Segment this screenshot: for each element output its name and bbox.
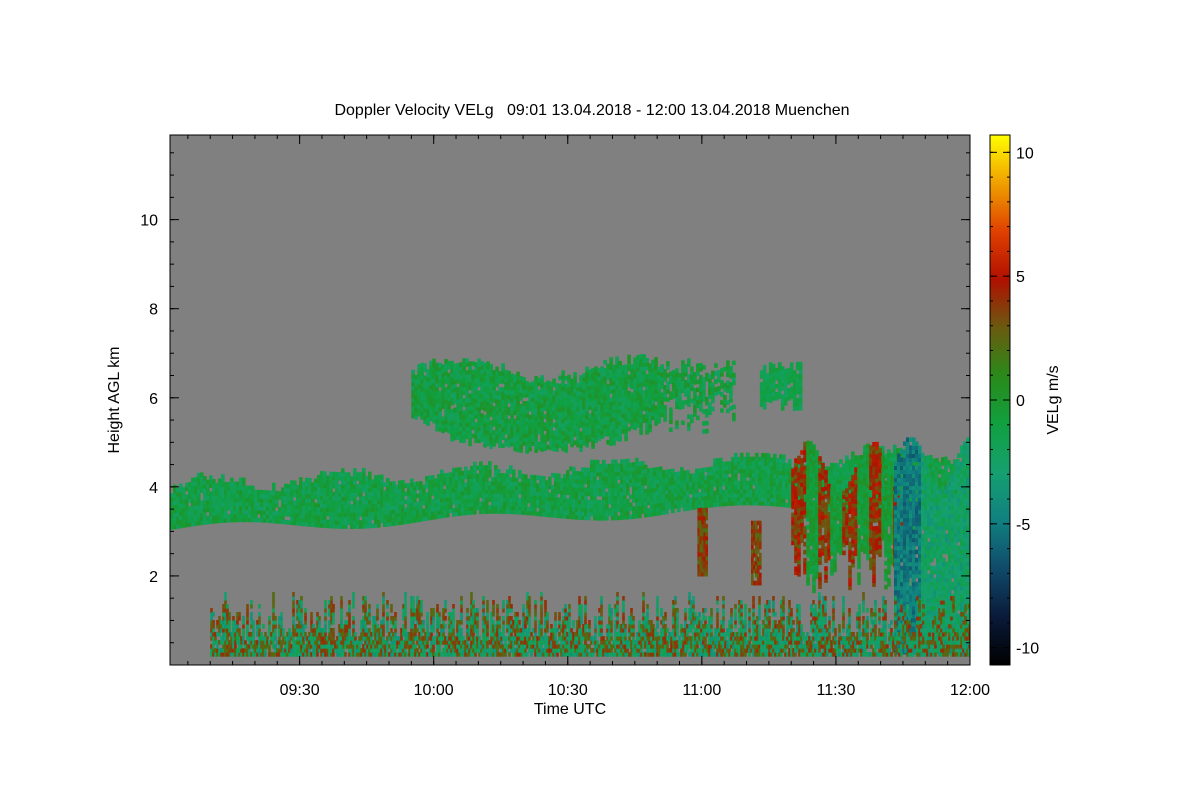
colorbar-tick-label: 0: [1016, 393, 1025, 410]
y-tick-label: 8: [149, 302, 158, 319]
y-tick-label: 10: [140, 213, 158, 230]
colorbar-tick-label: 10: [1016, 145, 1034, 162]
colorbar-tick-label: -5: [1016, 517, 1030, 534]
x-axis-label: Time UTC: [534, 701, 606, 718]
x-tick-label: 11:00: [682, 682, 721, 699]
plot-area: [170, 135, 973, 665]
x-tick-label: 09:30: [280, 682, 320, 699]
y-tick-label: 6: [149, 391, 158, 408]
y-tick-label: 4: [149, 480, 158, 497]
chart-title: Doppler Velocity VELg 09:01 13.04.2018 -…: [334, 102, 849, 119]
colorbar: 10 5 0 -5 -10 VELg m/s: [990, 135, 1062, 665]
x-tick-label: 12:00: [950, 682, 990, 699]
x-tick-label: 10:30: [548, 682, 588, 699]
fall-streak: [751, 521, 762, 586]
colorbar-label: VELg m/s: [1045, 365, 1062, 434]
x-tick-label: 11:30: [816, 682, 855, 699]
fall-streak: [697, 508, 708, 577]
colorbar-tick-label: 5: [1016, 269, 1025, 286]
y-tick-label: 2: [149, 569, 158, 586]
y-axis-label: Height AGL km: [106, 346, 123, 453]
upper-cloud: [760, 362, 803, 411]
x-tick-label: 10:00: [414, 682, 454, 699]
colorbar-tick-label: -10: [1016, 641, 1039, 658]
